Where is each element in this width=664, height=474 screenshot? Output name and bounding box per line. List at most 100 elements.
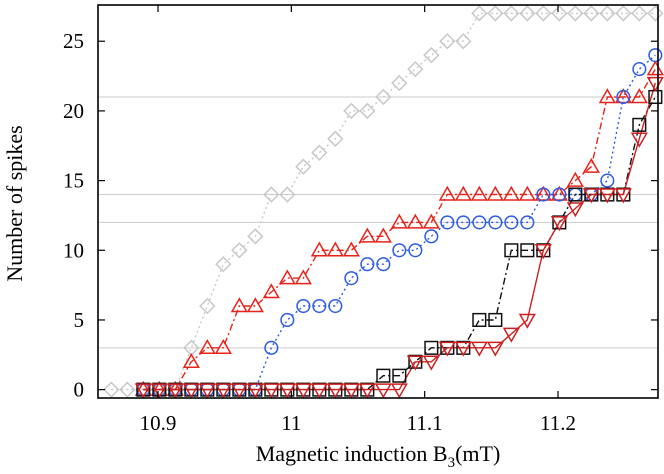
- series-line-down-triangles: [143, 82, 656, 391]
- data-point-up-triangles: [214, 339, 232, 355]
- y-tick-label: 5: [74, 308, 85, 332]
- data-point-down-triangles: [598, 188, 616, 204]
- data-point-up-triangles: [374, 227, 392, 243]
- data-point-down-triangles: [134, 383, 152, 399]
- x-tick-label: 10.9: [140, 411, 177, 435]
- data-point-down-triangles: [566, 202, 584, 218]
- series-lines: [111, 12, 656, 391]
- data-point-down-triangles: [630, 132, 648, 148]
- data-point-up-triangles: [230, 297, 248, 313]
- data-point-circles: [360, 257, 375, 272]
- x-axis-title-unit: (mT): [455, 441, 500, 466]
- data-point-diamonds: [119, 381, 136, 398]
- data-point-diamonds: [439, 33, 456, 50]
- data-point-squares: [632, 117, 647, 132]
- data-point-up-triangles: [614, 88, 632, 104]
- data-point-down-triangles: [262, 383, 280, 399]
- data-point-diamonds: [455, 33, 472, 50]
- data-point-up-triangles: [166, 380, 184, 396]
- data-point-diamonds: [503, 5, 520, 22]
- data-point-circles: [616, 89, 631, 105]
- data-point-down-triangles: [550, 216, 568, 232]
- data-point-squares: [376, 368, 391, 383]
- data-point-squares: [392, 368, 407, 383]
- data-point-up-triangles: [486, 185, 504, 201]
- x-tick-label: 11.1: [407, 411, 443, 435]
- data-point-diamonds: [583, 5, 600, 22]
- data-point-down-triangles: [454, 341, 472, 357]
- series-line-up-triangles: [143, 68, 656, 391]
- data-point-down-triangles: [438, 341, 456, 357]
- data-point-up-triangles: [134, 380, 152, 396]
- data-point-down-triangles: [582, 188, 600, 204]
- x-tick-labels: 10.9 11 11.1 11.2: [140, 411, 576, 435]
- data-point-diamonds: [567, 5, 584, 22]
- data-point-diamonds: [599, 5, 616, 22]
- data-point-down-triangles: [534, 244, 552, 260]
- data-point-up-triangles: [438, 185, 456, 201]
- data-point-diamonds: [327, 130, 344, 147]
- data-point-diamonds: [359, 102, 376, 120]
- data-point-up-triangles: [182, 352, 200, 368]
- data-point-circles: [344, 271, 359, 286]
- axis-ticks: [98, 5, 658, 398]
- data-point-up-triangles: [310, 241, 328, 257]
- data-point-down-triangles: [614, 188, 632, 204]
- data-point-squares: [568, 187, 583, 202]
- data-point-circles: [376, 257, 391, 272]
- data-point-circles: [328, 298, 343, 314]
- data-point-diamonds: [103, 381, 120, 398]
- data-point-diamonds: [199, 297, 216, 315]
- data-point-diamonds: [407, 60, 424, 78]
- data-point-diamonds: [551, 5, 568, 22]
- data-point-up-triangles: [150, 380, 168, 396]
- data-point-up-triangles: [598, 88, 616, 104]
- data-point-diamonds: [263, 186, 280, 203]
- data-point-circles: [264, 340, 279, 355]
- data-point-up-triangles: [454, 185, 472, 201]
- data-point-down-triangles: [358, 383, 376, 399]
- data-point-down-triangles: [230, 383, 248, 399]
- data-point-diamonds: [279, 186, 296, 203]
- data-point-circles: [408, 243, 423, 258]
- data-point-up-triangles: [198, 339, 216, 355]
- data-point-circles: [632, 62, 647, 77]
- data-point-diamonds: [631, 5, 648, 22]
- data-point-down-triangles: [150, 383, 168, 399]
- data-point-up-triangles: [406, 213, 424, 229]
- data-point-diamonds: [343, 102, 360, 120]
- y-tick-label: 20: [63, 99, 84, 123]
- data-point-down-triangles: [198, 383, 216, 399]
- data-point-diamonds: [247, 228, 264, 245]
- data-point-down-triangles: [390, 383, 408, 399]
- data-point-circles: [472, 215, 487, 230]
- data-point-down-triangles: [470, 341, 488, 357]
- data-point-down-triangles: [166, 383, 184, 399]
- data-point-circles: [536, 187, 551, 202]
- data-point-diamonds: [215, 256, 232, 273]
- series-line-diamonds: [111, 12, 656, 391]
- data-point-down-triangles: [518, 313, 536, 329]
- data-point-down-triangles: [422, 355, 440, 371]
- data-point-up-triangles: [294, 269, 312, 285]
- data-point-up-triangles: [646, 60, 664, 76]
- data-point-down-triangles: [214, 383, 232, 399]
- data-point-up-triangles: [342, 241, 360, 257]
- data-point-down-triangles: [310, 383, 328, 399]
- data-point-up-triangles: [582, 157, 600, 173]
- data-point-down-triangles: [246, 383, 264, 399]
- data-point-squares: [520, 243, 535, 258]
- data-point-circles: [488, 215, 503, 230]
- data-point-squares: [424, 340, 439, 355]
- data-point-diamonds: [647, 5, 664, 22]
- data-point-up-triangles: [550, 185, 568, 201]
- data-point-up-triangles: [278, 269, 296, 285]
- data-point-up-triangles: [262, 283, 280, 299]
- data-point-diamonds: [311, 144, 328, 161]
- data-point-diamonds: [471, 5, 488, 22]
- y-tick-label: 10: [63, 238, 84, 262]
- data-point-circles: [552, 187, 567, 202]
- data-point-down-triangles: [278, 383, 296, 399]
- data-point-up-triangles: [518, 185, 536, 201]
- data-point-up-triangles: [502, 185, 520, 201]
